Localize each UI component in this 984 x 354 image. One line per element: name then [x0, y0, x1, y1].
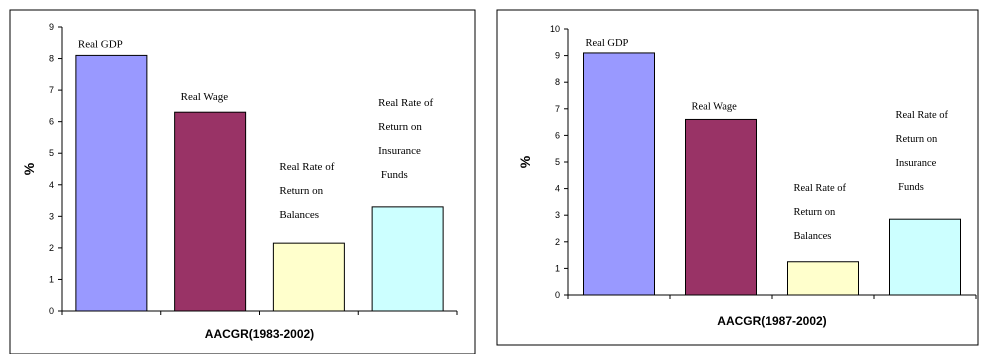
y-tick-label: 10 [550, 24, 560, 34]
bar-label-line: Return on [794, 207, 836, 218]
y-tick-label: 0 [555, 290, 560, 300]
y-tick-label: 9 [555, 51, 560, 61]
bar-label-line: Real Wage [692, 101, 738, 112]
bar-label: Real Wage [181, 91, 229, 103]
bar-label-line: Funds [378, 169, 408, 181]
y-axis-title: % [517, 155, 533, 168]
bar [685, 118, 757, 296]
y-tick-label: 8 [555, 77, 560, 87]
y-tick-label: 7 [555, 104, 560, 114]
right-chart-panel: 0 1 2 3 4 5 6 7 8 9 10 Real GDP Real Wage Real Rate o… [492, 0, 984, 354]
y-tick-label: 9 [49, 22, 54, 32]
y-tick-label: 8 [49, 54, 54, 64]
bar-label: Real Rate of Return on Balances [794, 183, 847, 242]
bar-label-line: Funds [896, 182, 924, 193]
right-bar-chart: 0 1 2 3 4 5 6 7 8 9 10 Real GDP Real Wage Real Rate o… [496, 9, 979, 346]
y-tick-label: 1 [555, 263, 560, 273]
bar-label-line: Return on [279, 185, 323, 197]
bar-label: Real Rate of Return on Balances [279, 161, 334, 221]
bar-label: Real Rate of Return on Insurance Funds [378, 97, 433, 181]
y-tick-label: 2 [555, 237, 560, 247]
y-axis-title: % [21, 162, 37, 175]
y-tick-label: 6 [555, 130, 560, 140]
left-chart-panel: 0 1 2 3 4 5 6 7 8 9 Real GDP Real Wage Real Rate of R… [9, 9, 476, 354]
y-tick-label: 4 [555, 184, 560, 194]
bar-label-line: Balances [279, 209, 319, 221]
bar [583, 52, 655, 296]
y-tick-label: 3 [555, 210, 560, 220]
bar-label: Real Wage [692, 101, 738, 112]
y-tick-label: 5 [49, 148, 54, 158]
bar-label: Real GDP [78, 38, 123, 50]
y-tick-label: 6 [49, 117, 54, 127]
y-tick-label: 1 [49, 274, 54, 284]
y-tick-label: 3 [49, 211, 54, 221]
bar-label-line: Return on [378, 121, 422, 133]
bar-label-line: Real GDP [586, 38, 629, 49]
x-axis-title: AACGR(1987-2002) [717, 314, 826, 328]
y-tick-label: 2 [49, 243, 54, 253]
x-axis-title: AACGR(1983-2002) [205, 327, 314, 341]
y-tick-label: 0 [49, 306, 54, 316]
bar-label-line: Return on [896, 134, 938, 145]
bar-label: Real Rate of Return on Insurance Funds [896, 110, 949, 193]
y-tick-label: 4 [49, 180, 54, 190]
bar-label: Real GDP [586, 38, 629, 49]
bar-label-line: Balances [794, 231, 832, 242]
bar [75, 54, 148, 312]
bar-label-line: Insurance [896, 158, 937, 169]
bar-label-line: Real Rate of [896, 110, 949, 121]
bar-label-line: Real Rate of [794, 183, 847, 194]
bar-label-line: Real Rate of [378, 97, 433, 109]
bar [272, 242, 345, 312]
bar-label-line: Insurance [378, 145, 421, 157]
bar [371, 206, 444, 312]
y-tick-label: 7 [49, 85, 54, 95]
y-tick-label: 5 [555, 157, 560, 167]
bar [174, 111, 247, 312]
bar-label-line: Real Rate of [279, 161, 334, 173]
bar [787, 261, 859, 296]
bar-label-line: Real GDP [78, 38, 123, 50]
bar [889, 218, 961, 296]
bar-label-line: Real Wage [181, 91, 229, 103]
